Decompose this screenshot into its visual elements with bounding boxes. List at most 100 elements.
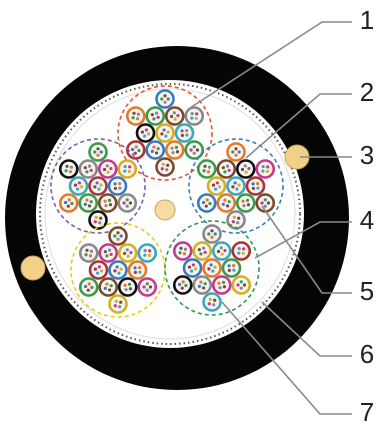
fiber [202, 169, 206, 173]
fiber [240, 167, 245, 172]
fiber [93, 150, 97, 154]
fiber [136, 112, 141, 116]
fiber [197, 248, 201, 252]
fiber [88, 254, 93, 258]
bundle-outline [188, 138, 284, 234]
fiber [138, 270, 142, 274]
fiber [179, 246, 183, 250]
fiber [197, 284, 201, 288]
fiber [146, 132, 151, 136]
fiber [113, 234, 117, 238]
fiber [89, 200, 93, 204]
fiber [205, 198, 209, 202]
fiber-unit [108, 294, 128, 314]
fiber [208, 201, 212, 206]
fiber [102, 167, 107, 172]
fiber [237, 216, 241, 220]
fiber [216, 249, 221, 254]
fiber [85, 248, 89, 252]
fiber [95, 271, 100, 275]
fiber [190, 111, 194, 116]
fiber-unit [211, 275, 232, 295]
fiber-unit [125, 106, 146, 126]
fiber [212, 303, 216, 307]
fiber [85, 170, 89, 174]
fiber-unit [211, 241, 232, 261]
fiber [242, 283, 247, 287]
fiber-unit [192, 241, 213, 261]
fiber-unit [58, 159, 79, 179]
fiber [217, 281, 221, 285]
fiber [96, 153, 100, 157]
fiber [122, 201, 126, 205]
fiber [90, 285, 94, 290]
fiber-unit [98, 277, 119, 297]
fiber [219, 246, 223, 250]
fiber [211, 183, 216, 187]
fiber-unit [255, 193, 276, 213]
bundle-outline [50, 138, 146, 234]
fiber [114, 299, 118, 303]
fiber [109, 166, 113, 171]
fiber [64, 169, 68, 173]
fiber [123, 283, 127, 287]
fiber-unit [174, 123, 195, 143]
fiber [261, 169, 265, 173]
fiber [231, 185, 235, 189]
fiber [225, 204, 230, 208]
fiber [185, 128, 189, 133]
fiber [164, 134, 168, 138]
fiber [127, 282, 132, 286]
fiber [160, 97, 164, 101]
fiber [241, 251, 245, 256]
fiber [173, 117, 177, 121]
fiber [117, 271, 121, 275]
callout-number: 4 [360, 205, 374, 235]
fiber [195, 148, 200, 152]
fiber [97, 265, 102, 269]
fiber [261, 164, 265, 169]
fiber [116, 231, 120, 235]
fiber [234, 153, 238, 157]
fiber-unit [117, 277, 138, 297]
fiber [177, 282, 182, 287]
fiber-bundle [164, 220, 260, 316]
fiber [96, 147, 100, 151]
fiber [83, 166, 87, 170]
fiber [183, 247, 188, 251]
fiber-unit [216, 193, 237, 213]
fiber [67, 198, 71, 202]
fiber-unit [202, 258, 222, 278]
fiber [129, 250, 133, 255]
fiber [132, 111, 136, 115]
fiber-bundle [117, 85, 213, 181]
fiber-unit [145, 106, 166, 126]
fiber-unit [78, 193, 99, 213]
fiber [163, 94, 167, 98]
fiber [178, 251, 182, 255]
fiber [265, 169, 269, 174]
fiber [220, 252, 224, 256]
fiber [222, 285, 227, 289]
fiber-unit [107, 176, 128, 196]
fiber [180, 133, 184, 138]
fiber [118, 305, 122, 309]
fiber-unit [125, 140, 146, 160]
fiber [203, 282, 207, 286]
fiber-unit [202, 224, 222, 244]
fiber [131, 116, 135, 120]
fiber [217, 185, 222, 189]
fiber [233, 181, 237, 185]
fiber [221, 280, 226, 284]
fiber [172, 111, 176, 115]
fiber [124, 288, 128, 292]
fiber [213, 187, 218, 191]
fiber [73, 183, 78, 187]
fiber [256, 186, 260, 190]
fiber [93, 185, 97, 189]
fiber [235, 187, 239, 191]
fiber-unit [98, 243, 119, 263]
fiber-unit [117, 243, 138, 263]
fiber [201, 246, 206, 250]
fiber [213, 298, 217, 302]
